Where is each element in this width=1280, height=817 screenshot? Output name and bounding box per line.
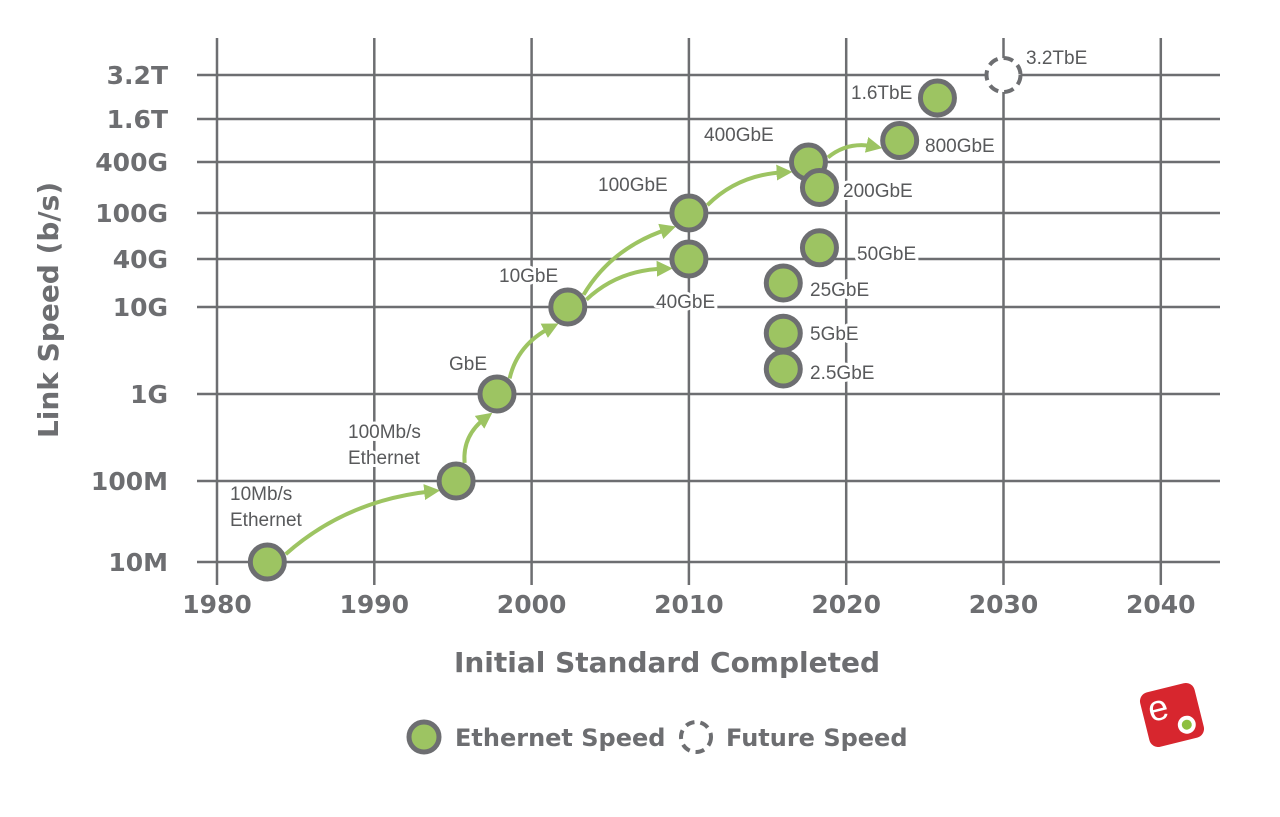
point-label: 40GbE [656, 292, 715, 313]
ethernet-speed-point [669, 193, 709, 233]
point-label: 800GbE [925, 136, 995, 157]
point-label: Ethernet [348, 448, 421, 469]
x-tick-label: 2030 [969, 590, 1039, 619]
ea-logo: e [1139, 682, 1205, 748]
y-tick-label: 100G [95, 199, 168, 228]
arrow [581, 223, 676, 296]
ethernet-speed-point [880, 121, 920, 160]
future-speed-point [984, 56, 1023, 94]
point-label: 200GbE [843, 181, 913, 202]
ethernet-speed-point [763, 313, 803, 353]
x-tick-label: 2040 [1126, 590, 1196, 619]
legend: Ethernet Speed Future Speed [406, 719, 908, 755]
arrow [284, 484, 441, 556]
point-label: 25GbE [810, 280, 869, 301]
y-tick-label: 100M [91, 467, 168, 496]
x-tick-label: 1980 [182, 590, 252, 619]
point-label: 2.5GbE [810, 363, 874, 384]
point-label: 100Mb/s [348, 422, 421, 443]
arrow [585, 260, 673, 302]
legend-future-marker [679, 720, 713, 754]
point-label: 10Mb/s [230, 484, 292, 505]
arrow [826, 137, 883, 159]
ethernet-speed-point [799, 168, 839, 207]
tick-labels: 10M 100M 1G 10G 40G 100G 400G 1.6T 3.2T 1980 1990 2… [91, 61, 1196, 619]
legend-future-label: Future Speed [726, 724, 908, 752]
y-tick-label: 1.6T [107, 105, 168, 134]
y-tick-label: 40G [113, 245, 168, 274]
arrows [284, 137, 883, 556]
point-label: 400GbE [704, 125, 774, 146]
ethernet-speed-point [799, 228, 839, 268]
point-label: 50GbE [857, 244, 916, 265]
arrow [507, 323, 559, 379]
y-axis-title: Link Speed (b/s) [32, 182, 65, 438]
y-tick-label: 10G [113, 293, 168, 322]
grid [197, 38, 1220, 585]
y-tick-label: 400G [95, 148, 168, 177]
ethernet-speed-point [763, 263, 803, 303]
point-label: 5GbE [810, 324, 859, 345]
point-label: 10GbE [499, 266, 558, 287]
x-tick-label: 1990 [340, 590, 410, 619]
ethernet-speed-point [548, 287, 588, 327]
y-tick-label: 10M [108, 548, 168, 577]
ethernet-speed-point [477, 374, 517, 414]
x-tick-label: 2020 [811, 590, 881, 619]
y-tick-label: 1G [130, 380, 168, 409]
x-axis-title: Initial Standard Completed [454, 646, 880, 679]
points [247, 56, 1023, 582]
point-label: 1.6TbE [851, 83, 912, 104]
point-labels: 10Mb/s Ethernet 100Mb/s Ethernet GbE 10GbE 40G… [227, 45, 1090, 534]
ethernet-speed-point [917, 78, 957, 118]
ethernet-speed-point [763, 349, 803, 389]
y-tick-label: 3.2T [107, 61, 168, 90]
point-label: Ethernet [230, 510, 303, 531]
arrow [705, 164, 793, 207]
legend-ethernet-marker [406, 719, 442, 755]
ethernet-speed-point [247, 542, 287, 582]
x-tick-label: 2000 [497, 590, 567, 619]
point-label: 3.2TbE [1026, 48, 1087, 69]
arrow [462, 412, 493, 464]
point-label: GbE [449, 354, 487, 375]
ethernet-speed-point [669, 239, 709, 279]
point-label: 100GbE [598, 175, 668, 196]
legend-ethernet-label: Ethernet Speed [455, 724, 665, 752]
ethernet-speed-point [436, 461, 476, 501]
x-tick-label: 2010 [654, 590, 724, 619]
